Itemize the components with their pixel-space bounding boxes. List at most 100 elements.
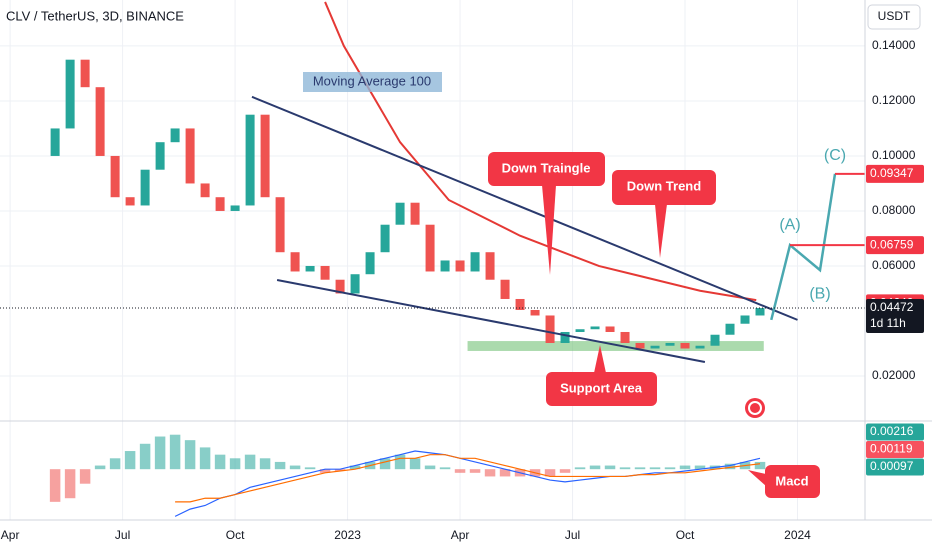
x-tick-label: Oct bbox=[676, 528, 695, 542]
y-tick-label: 0.02000 bbox=[872, 368, 916, 382]
x-tick-label: Jul bbox=[565, 528, 580, 542]
price-label: 0.09347 bbox=[870, 166, 914, 180]
macd-label: 0.00097 bbox=[870, 459, 914, 473]
candle bbox=[605, 326, 615, 332]
candle bbox=[740, 315, 750, 324]
price-label-box bbox=[866, 164, 924, 183]
projection bbox=[770, 173, 837, 321]
macd-label-box bbox=[866, 458, 924, 476]
macd-histogram-bar bbox=[439, 467, 451, 470]
callout-arrow bbox=[748, 470, 766, 486]
macd-histogram-bar bbox=[469, 469, 481, 473]
candle bbox=[695, 345, 705, 349]
macd-histogram-bar bbox=[274, 461, 286, 470]
currency-box[interactable] bbox=[867, 4, 921, 30]
macd-histogram-bar bbox=[424, 465, 436, 470]
macd-histogram-bar bbox=[319, 469, 331, 473]
callout-arrow bbox=[655, 204, 667, 258]
candle bbox=[260, 114, 270, 198]
candle bbox=[155, 142, 165, 170]
macd-histogram-bar bbox=[379, 458, 391, 470]
wave-label: (A) bbox=[779, 216, 800, 233]
candle bbox=[650, 345, 660, 349]
macd-label-box bbox=[866, 423, 924, 441]
candle bbox=[275, 197, 285, 253]
price-label: 0.04472 bbox=[870, 300, 914, 314]
macd-histogram-bar bbox=[559, 469, 571, 473]
macd-histogram-bar bbox=[394, 454, 406, 470]
candle bbox=[590, 326, 600, 330]
candle bbox=[560, 331, 570, 343]
macd-histogram-bar bbox=[184, 440, 196, 470]
trendline bbox=[251, 95, 798, 321]
callout-arrow bbox=[594, 345, 606, 373]
macd-label-box bbox=[866, 441, 924, 458]
support-zone bbox=[467, 341, 764, 351]
macd-histogram-bar bbox=[214, 454, 226, 470]
moving-average bbox=[324, 1, 757, 302]
candle bbox=[170, 128, 180, 143]
signal-line bbox=[175, 454, 761, 503]
x-tick-label: Oct bbox=[226, 528, 245, 542]
y-tick-label: 0.08000 bbox=[872, 203, 916, 217]
macd-histogram-bar bbox=[64, 469, 76, 499]
candle bbox=[440, 260, 450, 272]
callout-box bbox=[765, 465, 820, 498]
macd-histogram-bar bbox=[484, 469, 496, 477]
macd-histogram-bar bbox=[304, 467, 316, 470]
currency[interactable]: USDT bbox=[878, 9, 911, 23]
macd-histogram-bar bbox=[499, 469, 511, 477]
y-tick-label: 0.10000 bbox=[872, 148, 916, 162]
macd-label: 0.00119 bbox=[870, 442, 913, 456]
wave-label: (B) bbox=[809, 285, 830, 302]
macd-histogram-bar bbox=[49, 469, 61, 502]
candle bbox=[365, 252, 375, 275]
macd-histogram-bar bbox=[334, 469, 346, 471]
x-tick-label: Apr bbox=[451, 528, 470, 542]
x-tick-label: 2023 bbox=[334, 528, 361, 542]
callout-arrow bbox=[542, 185, 556, 275]
macd-histogram-bar bbox=[139, 443, 151, 470]
ma-label-box bbox=[303, 72, 442, 92]
macd-histogram-bar bbox=[169, 434, 181, 470]
macd-histogram-bar bbox=[754, 461, 766, 470]
candle bbox=[635, 342, 645, 349]
candle bbox=[290, 252, 300, 272]
callout-text: Support Area bbox=[560, 380, 643, 395]
callout-text: Down Traingle bbox=[502, 160, 591, 175]
wave-label: (C) bbox=[824, 147, 846, 164]
macd-histogram-bar bbox=[229, 458, 241, 470]
candle bbox=[185, 128, 195, 184]
candle bbox=[305, 265, 315, 272]
y-tick-label: 0.12000 bbox=[872, 93, 916, 107]
macd-histogram-bar bbox=[199, 447, 211, 470]
candle bbox=[620, 331, 630, 343]
macd-histogram-bar bbox=[349, 465, 361, 470]
candle bbox=[380, 224, 390, 253]
candle bbox=[665, 342, 675, 346]
macd-histogram-bar bbox=[604, 465, 616, 470]
flag-icon[interactable] bbox=[745, 398, 765, 418]
macd-histogram-bar bbox=[724, 463, 736, 470]
y-tick-label: 0.14000 bbox=[872, 38, 916, 52]
callout-text: Macd bbox=[775, 473, 808, 488]
x-tick-label: 2024 bbox=[784, 528, 811, 542]
macd-line bbox=[174, 450, 761, 517]
candle bbox=[530, 309, 540, 316]
candle bbox=[500, 279, 510, 299]
price-label: 0.06759 bbox=[870, 237, 914, 251]
candle bbox=[50, 128, 60, 156]
price-label-box bbox=[866, 236, 924, 255]
macd-histogram-bar bbox=[679, 465, 691, 470]
macd-histogram-bar bbox=[154, 436, 166, 470]
macd-histogram-bar bbox=[109, 458, 121, 470]
candle bbox=[140, 169, 150, 206]
macd-histogram-bar bbox=[619, 467, 631, 470]
flag-icon-inner bbox=[748, 401, 762, 415]
macd-histogram-bar bbox=[289, 465, 301, 470]
price-label-box bbox=[866, 299, 924, 333]
macd-histogram-bar bbox=[649, 467, 661, 470]
x-tick-label: Jul bbox=[115, 528, 130, 542]
candle bbox=[320, 265, 330, 280]
